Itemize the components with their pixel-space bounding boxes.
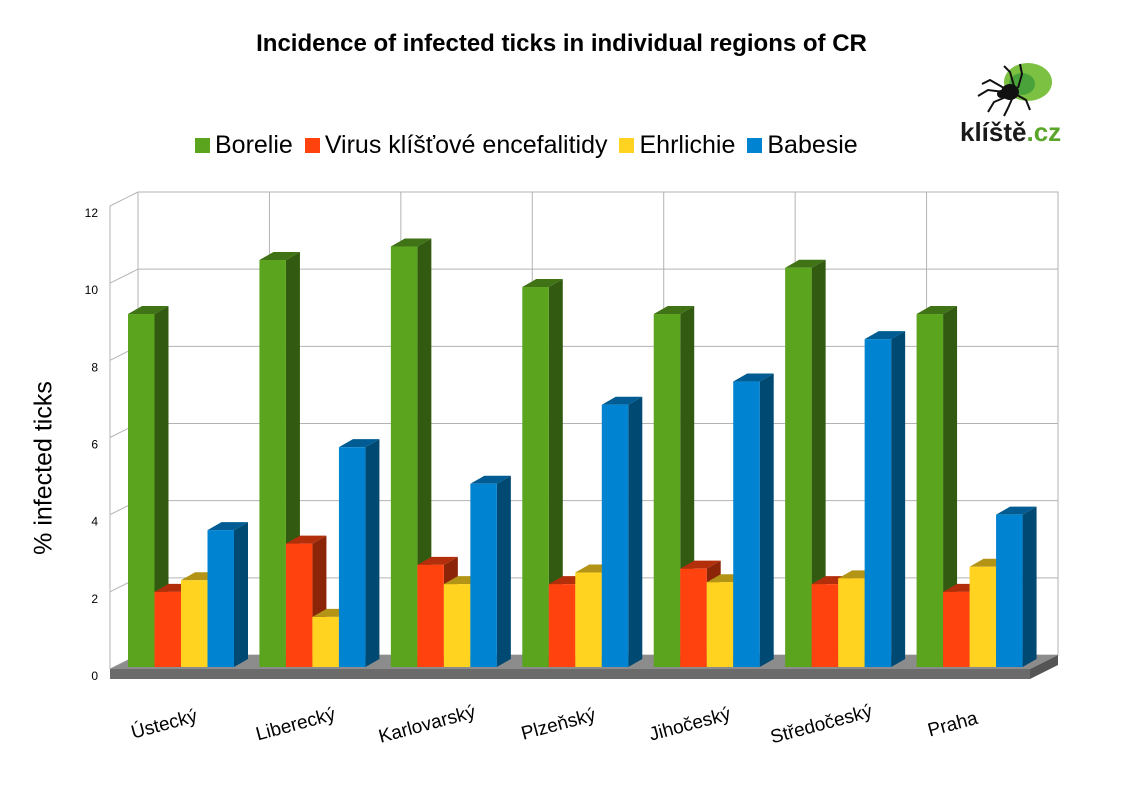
bar-0-2-top <box>390 238 432 247</box>
gridline-side-6 <box>109 191 139 207</box>
bar-3-0 <box>207 530 234 667</box>
legend-item-2: Ehrlichie <box>619 131 735 160</box>
tick-icon <box>977 63 1052 117</box>
logo-text: klíště.cz <box>960 117 1061 148</box>
bar-3-1-side <box>365 439 380 667</box>
y-axis-label: % infected ticks <box>29 381 58 555</box>
bar-0-0-side <box>154 306 169 667</box>
bar-0-5-side <box>811 259 826 667</box>
legend-item-3: Babesie <box>747 130 858 160</box>
legend-label-1: Virus klíšťové encefalitidy <box>324 130 608 159</box>
bar-0-3-side <box>548 279 563 667</box>
floor-side <box>1030 655 1058 679</box>
legend-swatch-0 <box>195 137 210 153</box>
bar-0-4 <box>653 314 681 667</box>
bar-1-1-top <box>285 535 327 544</box>
bar-1-1 <box>285 543 313 667</box>
bar-3-2-top <box>470 475 511 484</box>
x-tick-label-4: Jihočeský <box>647 704 733 746</box>
bar-2-3 <box>575 572 602 667</box>
bar-1-2 <box>417 564 444 667</box>
floor-front <box>110 669 1030 679</box>
legend-label-0: Borelie <box>215 130 293 159</box>
bar-0-2 <box>390 246 418 667</box>
kliste-logo <box>958 58 1078 153</box>
logo-tld: .cz <box>1026 117 1062 147</box>
bar-0-1 <box>259 260 286 667</box>
bar-3-0-side <box>234 522 248 667</box>
bar-3-4-top <box>733 373 774 382</box>
bar-2-1 <box>312 616 339 667</box>
bar-1-6 <box>943 591 970 667</box>
bar-3-2 <box>470 483 497 667</box>
bar-0-5-top <box>785 259 826 268</box>
legend-item-1: Virus klíšťové encefalitidy <box>304 130 608 160</box>
legend-swatch-3 <box>747 137 763 153</box>
bar-3-5 <box>864 339 892 667</box>
legend-label-3: Babesie <box>767 130 858 159</box>
bar-2-4 <box>706 582 734 667</box>
y-tick-label-2: 4 <box>91 515 98 529</box>
x-tick-label-5: Středočeský <box>768 701 875 748</box>
bar-0-5 <box>785 267 812 667</box>
bar-3-4-side <box>759 373 774 667</box>
bar-3-2-side <box>496 475 511 667</box>
bar-0-6-top <box>916 306 958 315</box>
bar-1-3 <box>548 584 576 667</box>
bar-3-0-top <box>207 522 248 531</box>
bar-3-3-side <box>628 396 643 667</box>
y-tick-label-1: 2 <box>91 592 98 606</box>
legend-label-2: Ehrlichie <box>639 130 736 159</box>
y-tick-label-4: 8 <box>91 360 98 374</box>
bar-3-1-top <box>338 439 380 448</box>
bar-0-0-top <box>128 306 169 315</box>
chart-title: Incidence of infected ticks in individua… <box>256 30 867 57</box>
bar-3-3-top <box>601 396 643 405</box>
bar-0-3 <box>522 287 549 667</box>
bar-0-3-top <box>522 279 563 288</box>
bar-1-0 <box>154 591 181 667</box>
x-tick-label-6: Praha <box>926 708 981 742</box>
bar-2-5 <box>838 578 865 667</box>
bar-2-2 <box>443 584 471 667</box>
bar-3-5-side <box>891 331 906 667</box>
bar-2-6 <box>969 566 997 667</box>
y-tick-label-0: 0 <box>91 669 98 683</box>
x-tick-label-2: Karlovarský <box>376 702 478 748</box>
bar-3-6-top <box>996 506 1037 515</box>
y-tick-label-5: 10 <box>85 283 99 297</box>
bar-1-5 <box>811 584 839 667</box>
bar-0-1-top <box>259 252 300 261</box>
legend-item-0: Borelie <box>195 131 293 160</box>
bar-3-5-top <box>864 331 906 340</box>
x-tick-label-0: Ústecký <box>129 705 200 744</box>
bar-3-1 <box>338 447 366 667</box>
y-tick-label-3: 6 <box>91 438 98 452</box>
x-tick-label-1: Liberecký <box>254 704 338 745</box>
gridline-side-5 <box>109 268 139 284</box>
bar-2-0 <box>181 580 208 667</box>
bar-3-4 <box>733 381 760 667</box>
legend-swatch-1 <box>304 137 320 153</box>
y-tick-label-6: 12 <box>85 206 99 220</box>
bar-1-4 <box>680 568 707 667</box>
logo-word: klíště <box>960 117 1027 147</box>
bar-0-6-side <box>943 306 958 667</box>
bar-3-6-side <box>1022 506 1037 667</box>
bar-1-4-top <box>680 560 721 569</box>
x-tick-label-3: Plzeňský <box>519 705 598 745</box>
bar-0-4-top <box>653 306 695 315</box>
bar-3-3 <box>601 404 629 667</box>
bar-0-6 <box>916 314 944 667</box>
bar-1-2-top <box>417 556 458 565</box>
chart-legend: Borelie Virus klíšťové encefalitidy Ehrlic… <box>195 130 870 160</box>
bar-3-6 <box>996 514 1023 667</box>
bar-0-0 <box>128 314 155 667</box>
legend-swatch-2 <box>619 137 635 153</box>
